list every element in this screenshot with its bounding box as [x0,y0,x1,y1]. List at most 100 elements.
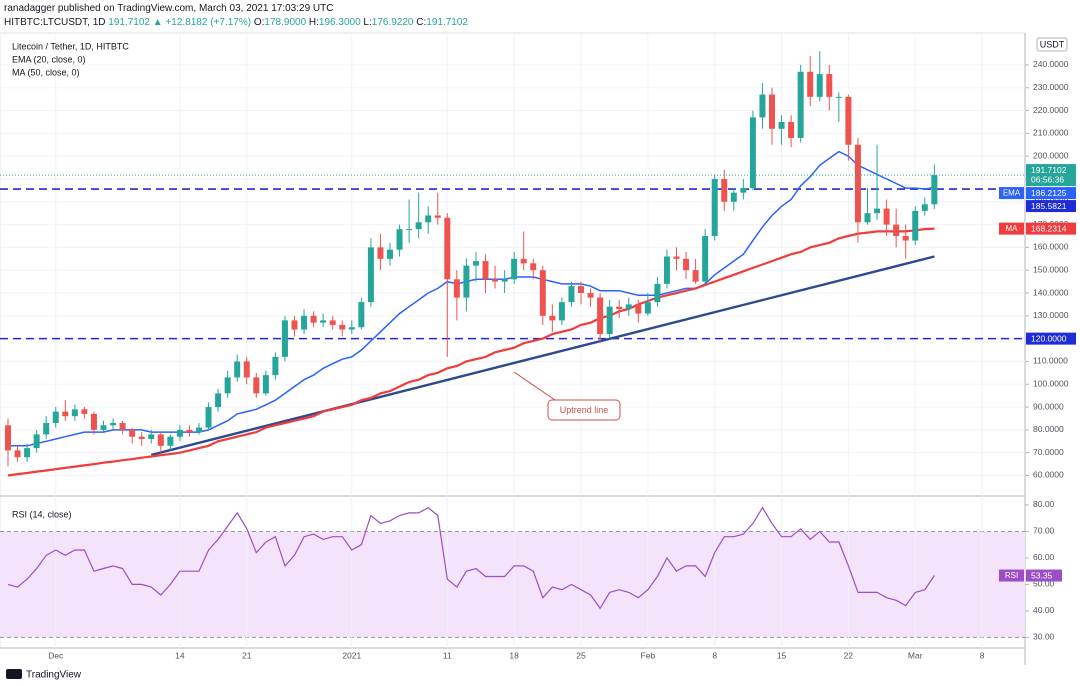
candle-body [138,436,145,439]
price-tag [1026,332,1076,345]
candle-body [444,217,451,280]
candle-body [902,235,909,241]
y-tick-label: 110.0000 [1033,356,1068,366]
candle-body [893,224,900,236]
candle-body [721,178,728,202]
x-tick-label: 11 [443,650,452,660]
candle-body [711,178,718,236]
candle-body [329,320,336,325]
x-tick-label: 8 [712,650,717,660]
candle-body [205,407,212,428]
indicator-tag [999,569,1024,582]
annotation-arrow [513,371,556,401]
x-tick-label: 22 [844,650,854,660]
candle-body [501,279,508,282]
x-tick-label: 8 [980,650,985,660]
candle-body [110,423,117,426]
price-tag-label: 120.0000 [1031,333,1067,343]
candle-body [625,304,632,309]
price-tag [1026,187,1076,200]
h-label: H: [308,17,319,28]
candle-body [148,434,155,439]
y-tick-label: 50.00 [1033,579,1055,589]
candle-body [921,204,928,211]
candle-body [797,71,804,138]
candle-body [262,375,269,394]
candle-body [616,306,623,309]
x-tick-label: 14 [175,650,185,660]
candle-body [358,302,365,328]
marks [0,51,1025,610]
countdown: 06:56:36 [1031,174,1064,184]
candle-body [769,94,775,129]
candle-body [301,315,308,330]
grid [0,33,1029,648]
candle-body [62,411,69,417]
y-tick-label: 240.0000 [1033,59,1069,69]
candle-body [673,256,680,259]
candle-body [874,208,881,214]
price-tag-label: 168.2314 [1031,223,1067,233]
y-tick-label: 230.0000 [1033,82,1069,92]
candle-body [196,427,202,433]
candle-body [587,293,594,298]
candle-body [740,188,747,193]
indicator-tag-label: EMA [1003,189,1021,198]
annotation-box [547,399,621,421]
y-tick-label: 200.0000 [1033,150,1069,160]
publisher: ranadagger published on TradingView.com,… [4,3,334,14]
candle-body [511,258,518,280]
candle-body [434,215,441,218]
candle-body [931,175,938,205]
x-tick-label: 2021 [342,650,361,660]
y-tick-label: 60.0000 [1033,470,1064,480]
x-tick-label: 18 [509,650,519,660]
trendline [150,255,935,457]
candle-body [224,377,231,394]
candle-body [243,361,250,378]
candle-body [406,229,413,231]
candle-body [749,117,756,189]
candle-body [578,286,584,294]
open: 178.9000 [264,17,307,28]
symbol: HITBTC:LTCUSDT, 1D [4,17,106,28]
candle-body [472,261,479,266]
x-tick-label: Feb [641,650,656,660]
annotation: Uptrend line [560,405,609,415]
x-tick-label: 25 [576,650,586,660]
candle-body [864,213,871,223]
price-tag-label: 185.5821 [1031,201,1067,211]
candle-body [14,450,21,458]
price-tag-label: 53.35 [1031,570,1053,580]
candle-body [788,121,795,138]
candle-body [129,429,136,437]
candle-body [71,409,78,417]
currency: USDT [1040,39,1065,49]
y-tick-label: 90.0000 [1033,401,1064,411]
candle-body [730,192,737,202]
x-tick-label: Dec [48,650,64,660]
candle-body [463,265,470,298]
currency-box [1036,37,1068,52]
legend-entry: EMA (20, close, 0) [12,54,86,64]
candle-body [5,425,11,451]
price-tag-label: 186.2125 [1031,188,1067,198]
y-tick-label: 160.0000 [1033,242,1069,252]
brand: TradingView [26,670,82,681]
candle-body [234,361,241,378]
candle-body [157,434,164,446]
candle-body [520,258,527,264]
candle-body [396,229,403,250]
low: 176.9220 [371,17,414,28]
candle-body [759,94,766,118]
close: 191.7102 [426,17,468,28]
candle-body [654,283,661,303]
candle-body [310,315,317,323]
y-tick-label: 60.00 [1033,552,1055,562]
candle-body [291,320,298,330]
candle-body [558,302,565,321]
candle-body [24,448,31,458]
candle-body [43,423,50,435]
